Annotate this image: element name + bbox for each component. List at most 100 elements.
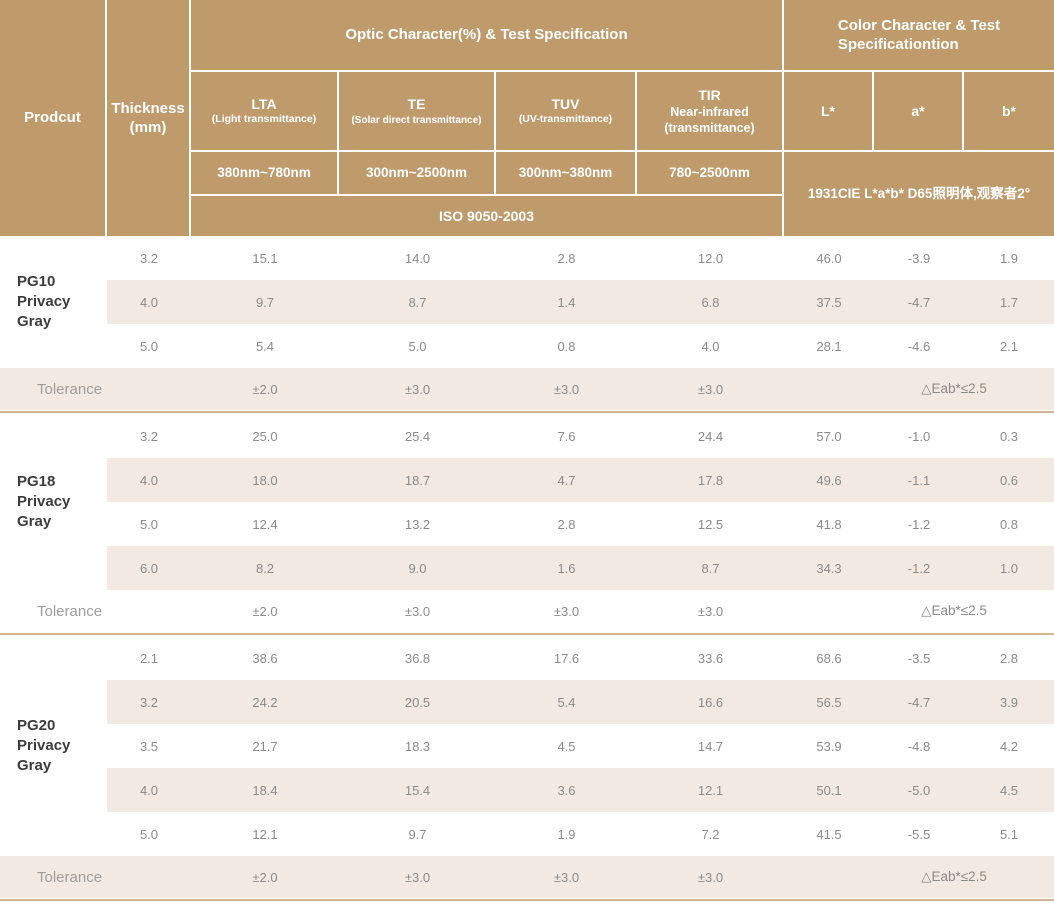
header-product: Prodcut	[0, 0, 105, 236]
product-col-spacer	[0, 680, 107, 724]
spec-row: 5.0 5.4 5.0 0.8 4.0 28.1 -4.6 2.1	[0, 324, 1054, 368]
spec-row: 5.0 12.4 13.2 2.8 12.5 41.8 -1.2 0.8	[0, 502, 1054, 546]
cell-l: 50.1	[784, 768, 874, 812]
header-range-tuv: 300nm~380nm	[496, 152, 635, 194]
cell-tuv: 3.6	[496, 768, 637, 812]
cell-te: 18.3	[339, 724, 496, 768]
cell-lta: 25.0	[191, 414, 339, 458]
cell-te: 5.0	[339, 324, 496, 368]
cell-tir: 16.6	[637, 680, 784, 724]
product-col-spacer	[0, 236, 107, 280]
cell-thickness: 3.2	[107, 680, 191, 724]
header-color-standard: 1931CIE L*a*b* D65照明体,观察者2°	[784, 152, 1054, 236]
cell-thickness: 2.1	[107, 636, 191, 680]
header-col-tuv: TUV (UV-transmittance)	[496, 72, 635, 150]
cell-te: 36.8	[339, 636, 496, 680]
cell-l: 37.5	[784, 280, 874, 324]
spec-row: 4.0 9.7 8.7 1.4 6.8 37.5 -4.7 1.7	[0, 280, 1054, 324]
header-tuv-abbr: TUV	[551, 96, 580, 113]
header-range-tir: 780~2500nm	[637, 152, 782, 194]
product-col-spacer	[0, 546, 107, 590]
cell-te: 15.4	[339, 768, 496, 812]
table-body: 3.2 15.1 14.0 2.8 12.0 46.0 -3.9 1.9 4.0 9.7 8.7 1.…	[0, 236, 1054, 901]
cell-te: 13.2	[339, 502, 496, 546]
cell-a: -1.2	[874, 502, 964, 546]
cell-lta: 38.6	[191, 636, 339, 680]
cell-b: 2.1	[964, 324, 1054, 368]
header-optic-standard: ISO 9050-2003	[191, 196, 782, 236]
cell-a: -1.1	[874, 458, 964, 502]
header-tuv-sub: (UV-transmittance)	[518, 113, 613, 126]
cell-b: 1.9	[964, 236, 1054, 280]
product-label: PG10 Privacy Gray	[0, 236, 107, 368]
tolerance-tuv: ±3.0	[496, 368, 637, 410]
cell-a: -5.5	[874, 812, 964, 856]
tolerance-lta: ±2.0	[191, 856, 339, 898]
cell-a: -3.9	[874, 236, 964, 280]
cell-a: -1.2	[874, 546, 964, 590]
cell-l: 57.0	[784, 414, 874, 458]
cell-l: 28.1	[784, 324, 874, 368]
header-tir-sub: Near-infrared (transmittance)	[664, 104, 755, 136]
cell-lta: 9.7	[191, 280, 339, 324]
header-color-group-title-text: Color Character & Test Specificationtion	[837, 16, 1001, 54]
product-label: PG20 Privacy Gray	[0, 636, 107, 856]
header-lta-sub: (Light transmittance)	[211, 113, 317, 126]
cell-tir: 12.0	[637, 236, 784, 280]
header-lta-abbr: LTA	[251, 96, 277, 113]
cell-lta: 12.1	[191, 812, 339, 856]
product-label: PG18 Privacy Gray	[0, 414, 107, 590]
product-col-spacer	[0, 724, 107, 768]
tolerance-te: ±3.0	[339, 368, 496, 410]
cell-lta: 18.0	[191, 458, 339, 502]
cell-thickness: 3.2	[107, 414, 191, 458]
cell-b: 4.5	[964, 768, 1054, 812]
cell-b: 4.2	[964, 724, 1054, 768]
cell-b: 0.8	[964, 502, 1054, 546]
product-col-spacer	[0, 812, 107, 856]
cell-l: 46.0	[784, 236, 874, 280]
cell-tir: 12.1	[637, 768, 784, 812]
cell-a: -4.7	[874, 680, 964, 724]
tolerance-tir: ±3.0	[637, 368, 784, 410]
header-col-astar: a*	[874, 72, 962, 150]
cell-a: -5.0	[874, 768, 964, 812]
product-section: 2.1 38.6 36.8 17.6 33.6 68.6 -3.5 2.8 3.2 24.2 20.…	[0, 636, 1054, 898]
cell-l: 56.5	[784, 680, 874, 724]
tolerance-lta: ±2.0	[191, 368, 339, 410]
cell-tir: 4.0	[637, 324, 784, 368]
cell-tir: 6.8	[637, 280, 784, 324]
cell-b: 0.3	[964, 414, 1054, 458]
spec-row: 6.0 8.2 9.0 1.6 8.7 34.3 -1.2 1.0	[0, 546, 1054, 590]
header-color-group-title: Color Character & Test Specificationtion	[784, 0, 1054, 70]
cell-thickness: 4.0	[107, 280, 191, 324]
cell-a: -1.0	[874, 414, 964, 458]
product-col-spacer	[0, 324, 107, 368]
tolerance-te: ±3.0	[339, 590, 496, 632]
cell-thickness: 4.0	[107, 768, 191, 812]
cell-lta: 8.2	[191, 546, 339, 590]
cell-thickness: 3.5	[107, 724, 191, 768]
product-section: 3.2 25.0 25.4 7.6 24.4 57.0 -1.0 0.3 4.0 18.0 18.7…	[0, 414, 1054, 632]
cell-l: 34.3	[784, 546, 874, 590]
section-separator	[0, 411, 1054, 413]
tolerance-tuv: ±3.0	[496, 590, 637, 632]
spec-row: 4.0 18.0 18.7 4.7 17.8 49.6 -1.1 0.6	[0, 458, 1054, 502]
cell-tir: 33.6	[637, 636, 784, 680]
section-separator	[0, 899, 1054, 901]
header-col-tir: TIR Near-infrared (transmittance)	[637, 72, 782, 150]
product-col-spacer	[0, 768, 107, 812]
product-col-spacer	[0, 502, 107, 546]
cell-a: -3.5	[874, 636, 964, 680]
header-col-bstar: b*	[964, 72, 1054, 150]
cell-a: -4.7	[874, 280, 964, 324]
spec-row: 3.2 24.2 20.5 5.4 16.6 56.5 -4.7 3.9	[0, 680, 1054, 724]
cell-tuv: 1.4	[496, 280, 637, 324]
cell-tir: 7.2	[637, 812, 784, 856]
cell-lta: 24.2	[191, 680, 339, 724]
header-tir-abbr: TIR	[698, 86, 721, 103]
tolerance-lta: ±2.0	[191, 590, 339, 632]
product-type: Privacy Gray	[17, 492, 71, 531]
cell-b: 3.9	[964, 680, 1054, 724]
